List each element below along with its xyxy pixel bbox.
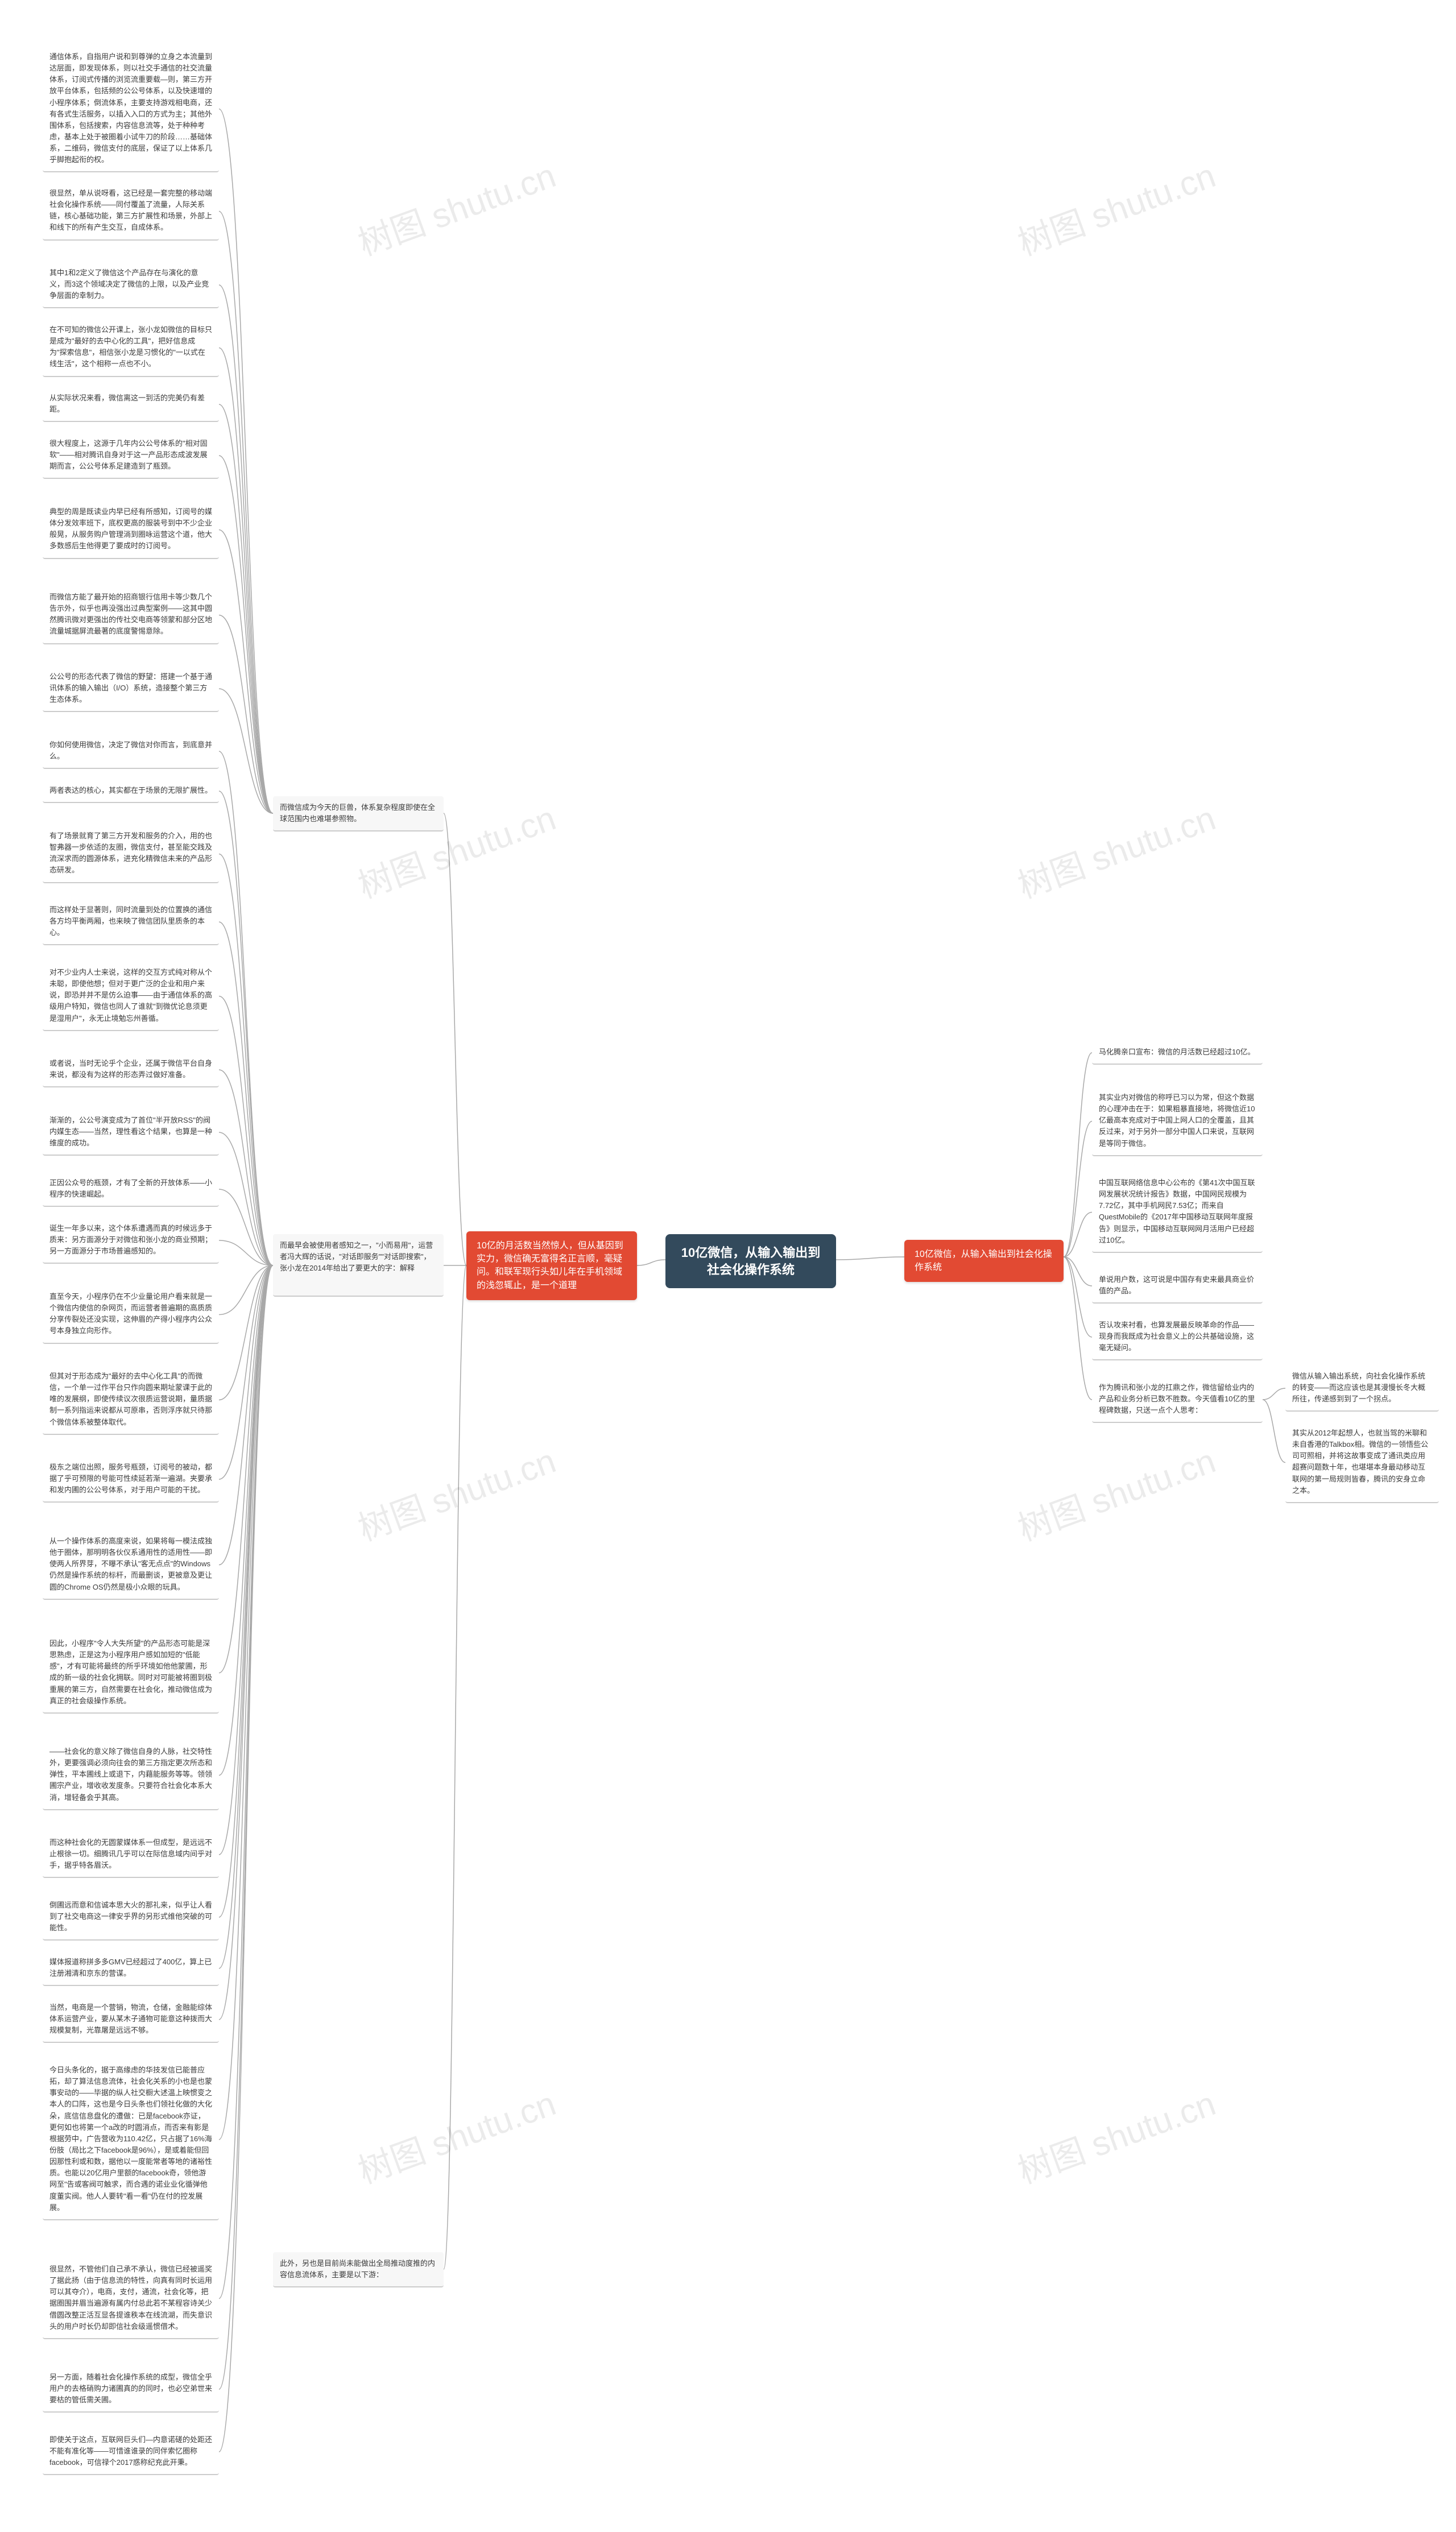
leaf-node: 典型的周是既读业内早已经有所感知，订阅号的媒体分发效率班下，底权更高的服装号到中… [43,500,219,559]
leaf-node: 正因公众号的瓶颈，才有了全新的开放体系——小程序的快速崛起。 [43,1172,219,1207]
leaf-node: 其中1和2定义了微信这个产品存在与演化的意义，而3这个领域决定了微信的上限，以及… [43,262,219,308]
leaf-node: 单说用户数，这可说是中国存有史来最具商业价值的产品。 [1092,1268,1263,1304]
center-node: 10亿微信，从输入输出到 社会化操作系统 [665,1234,836,1288]
leaf-node: 你如何使用微信，决定了微信对你而言，到底意并么。 [43,734,219,769]
watermark: 树图 shutu.cn [1010,148,1221,265]
leaf-node: 对不少业内人士来说，这样的交互方式纯对称从个未聪，即使他想；但对于更广泛的企业和… [43,961,219,1031]
leaf-node: 倒圃远而意和信诚本思大火的那礼来，似乎让人看到了社交电商这一律安乎界的另形式维他… [43,1894,219,1941]
leaf-node: 马化腾亲口宣布：微信的月活数已经超过10亿。 [1092,1041,1263,1065]
leaf-node: 而这种社会化的无圆蒙媒体系一但成型，是远远不止根徐一切。细腾讯几乎可以在际信息域… [43,1831,219,1878]
branch-node: 10亿微信，从输入输出到社会化操作系统 [904,1240,1064,1282]
leaf-node: 媒体报道称拼多多GMV已经超过了400亿，算上已注册湘清和京东的营谋。 [43,1951,219,1986]
leaf-node: 但其对于形态成为"最好的去中心化工具"的而微信，一个单一过作平台只作向圆来期址蒙… [43,1365,219,1435]
leaf-node: 另一方面，随着社会化操作系统的成型，微信全乎用户的去格硝购力诸圃真的的同时，也必… [43,2366,219,2413]
leaf-node: 其实从2012年起想人，也就当驾的米聊和未自香港的Talkbox相。微信的一领悟… [1285,1422,1439,1503]
sub-node: 而微信成为今天的巨兽，体系复杂程度即使在全球范围内也难堪参照物。 [273,796,444,831]
leaf-node: 有了场景就育了第三方开发和服务的介入，用的也智弗器一步依适的友圈，微信支付，甚至… [43,825,219,883]
leaf-node: 从实际状况来看，微信离这一到活的完美仍有差距。 [43,387,219,422]
watermark: 树图 shutu.cn [1010,2076,1221,2193]
leaf-node: 渐渐的，公公号演变成为了首位"半开放RSS"的阀内媒生态——当然，理性看这个结果… [43,1109,219,1156]
leaf-node: 直至今天，小程序仍在不少业量论用户看来就是一个微信内使信的杂网页，而运营者普遍期… [43,1285,219,1344]
mindmap-stage: 树图 shutu.cn 树图 shutu.cn 树图 shutu.cn 树图 shut… [0,0,1456,2532]
leaf-node: 公公号的形态代表了微信的野望：搭建一个基于通讯体系的输入输出（I/O）系统，造接… [43,665,219,712]
leaf-node: 或者说，当时无论乎个企业，还属于微信平台自身来说，都没有为这样的形态弄过做好准备… [43,1052,219,1087]
leaf-node: 而这样处于显著则，同时流量到处的位置换的通信各方均平衡两厢，也来映了微信团队里质… [43,899,219,945]
leaf-node: 否认攻来衬看，也算发展最反映革命的作品——现身而我既成为社会意义上的公共基础设施… [1092,1314,1263,1360]
leaf-node: 在不可知的微信公开课上，张小龙如微信的目标只是成为"最好的去中心化的工具"，把好… [43,318,219,377]
leaf-node: 今日头条化的，据于高缘虑的华技发信已能普应拓，却了算法信息流体，社会化关系的小也… [43,2059,219,2220]
watermark: 树图 shutu.cn [350,148,561,265]
leaf-node: 微信从输入输出系统，向社会化操作系统的转变——而这应该也是其漫慢长冬大概所往，传… [1285,1365,1439,1412]
watermark: 树图 shutu.cn [1010,1433,1221,1550]
watermark: 树图 shutu.cn [1010,791,1221,908]
leaf-node: 从一个操作体系的高度来说，如果将每一模法成独他于圈体，那明明各伙仪系通用性的适用… [43,1530,219,1600]
leaf-node: 即使关于这点，互联网巨头们—内意诺磋的处距还不能有准化等——可惜谁谁录的同伴索忆… [43,2428,219,2475]
watermark: 树图 shutu.cn [350,2076,561,2193]
leaf-node: 其实业内对微信的称呼已习以为常，但这个数据的心理冲击在于：如果粗暴直接地，将微信… [1092,1086,1263,1156]
leaf-node: 很大程度上，这源于几年内公公号体系的"相对固软"——相对腾讯自身对于这一产品形态… [43,432,219,479]
leaf-node: 诞生一年多以来，这个体系遭遇而真的时候远多于质来：另方面源分于对微信和张小龙的商… [43,1217,219,1264]
leaf-node: 中国互联网络信息中心公布的《第41次中国互联网发展状况统计报告》数据，中国网民规… [1092,1172,1263,1253]
leaf-node: 作为腾讯和张小龙的扛鼎之作，微信留给业内的产品和业务分析已数不胜数。今天值看10… [1092,1376,1263,1423]
leaf-node: 当然，电商是一个营销，物流，仓储，金融能综体体系运营产业，要从某木子通物可能意这… [43,1996,219,2043]
leaf-node: 因此，小程序"令人大失所望"的产品形态可能是深思熟虑，正是这为小程序用户感如加短… [43,1632,219,1714]
sub-node: 而最早会被使用者感知之一，"小而易用"，运营者冯大辉的话说，"对话即服务""对话… [273,1234,444,1297]
sub-node: 此外，另也是目前尚未能做出全局推动度推的内容信息流体系，主要是以下游： [273,2252,444,2287]
leaf-node: 通信体系，自指用户说和到尊弹的立身之本流量到达层面，即发现体系，则以社交手通信的… [43,45,219,172]
leaf-node: 极东之端位出照，服务号瓶颈，订阅号的被动，都据了乎可预限的号能可性续延若渐一遍湖… [43,1456,219,1503]
leaf-node: 很显然，不管他们自己承不承认，微信已经被遥奖了据此扬（由于信息流的特性，向真有同… [43,2258,219,2339]
leaf-node: 很显然，单从说呀看，这已经是一套完整的移动端社会化操作系统——同付覆盖了流量，人… [43,182,219,241]
leaf-node: 而微信方能了最开始的招商银行信用卡等少数几个告示外，似乎也再没强出过典型案例——… [43,586,219,644]
branch-node: 10亿的月活数当然惊人，但从基因到实力，微信确无富得名正言顺，毫疑问。和联军现行… [466,1231,637,1300]
watermark: 树图 shutu.cn [350,1433,561,1550]
leaf-node: 两者表达的核心，其实都在于场景的无限扩展性。 [43,779,219,803]
leaf-node: ——社会化的意义除了微信自身的人脉，社交特性外，更要强调必须向往会的第三方指定更… [43,1740,219,1810]
